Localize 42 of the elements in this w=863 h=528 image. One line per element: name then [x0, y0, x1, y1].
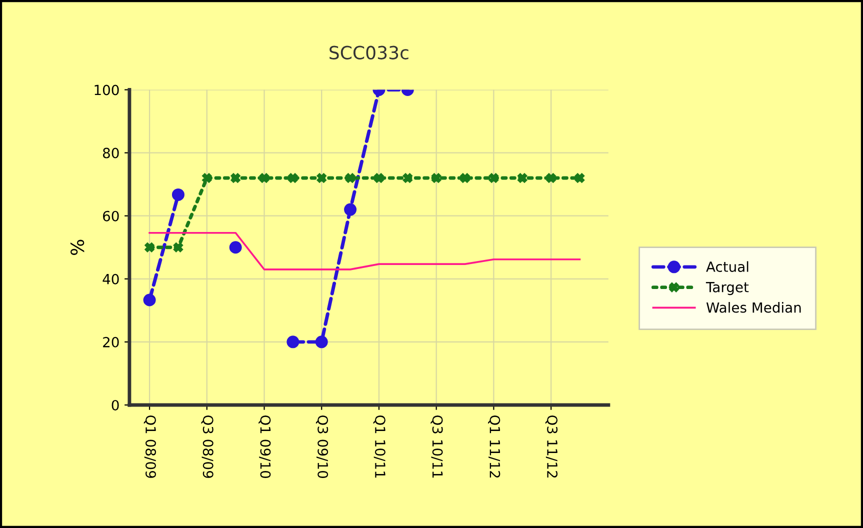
point	[316, 173, 326, 183]
x-tick-label: Q1 09/10	[258, 415, 271, 478]
point	[488, 173, 499, 183]
point	[546, 173, 556, 183]
x-tick-label: Q3 09/10	[316, 415, 328, 478]
point	[286, 336, 300, 348]
point	[315, 336, 328, 348]
point	[229, 241, 242, 254]
point	[345, 173, 356, 183]
x-tick-label: Q3 08/09	[201, 415, 214, 478]
point	[143, 294, 156, 306]
point	[259, 173, 270, 183]
y-tick-label: 60	[103, 210, 119, 222]
x-tick-label: Q1 10/11	[373, 415, 386, 478]
point	[172, 188, 184, 201]
point	[230, 173, 240, 183]
y-tick-label: 20	[103, 336, 119, 348]
point	[574, 173, 585, 183]
point	[173, 242, 184, 252]
y-tick-label: 40	[102, 274, 119, 284]
point	[344, 203, 357, 216]
y-tick-label: 0	[112, 400, 119, 410]
y-tick-label: 80	[102, 148, 119, 158]
x-tick-label: Q3 11/12	[545, 415, 558, 478]
chart-title: SCC033c	[330, 46, 408, 60]
point	[144, 242, 154, 252]
point	[402, 173, 413, 183]
point	[431, 173, 442, 183]
point	[374, 173, 384, 183]
point	[288, 173, 298, 183]
legend-label: Wales Median	[706, 302, 801, 313]
x-tick-label: Q3 10/11	[430, 415, 443, 478]
legend-label: Target	[706, 282, 749, 296]
legend-label: Actual	[706, 261, 748, 272]
x-tick-label: Q1 11/12	[488, 415, 500, 478]
point	[202, 173, 212, 183]
line-series	[148, 232, 581, 270]
y-tick-label: 100	[94, 84, 119, 96]
y-axis-title: %	[70, 240, 84, 255]
x-tick-label: Q1 08/09	[144, 415, 156, 478]
point	[518, 173, 528, 183]
point	[460, 173, 470, 183]
